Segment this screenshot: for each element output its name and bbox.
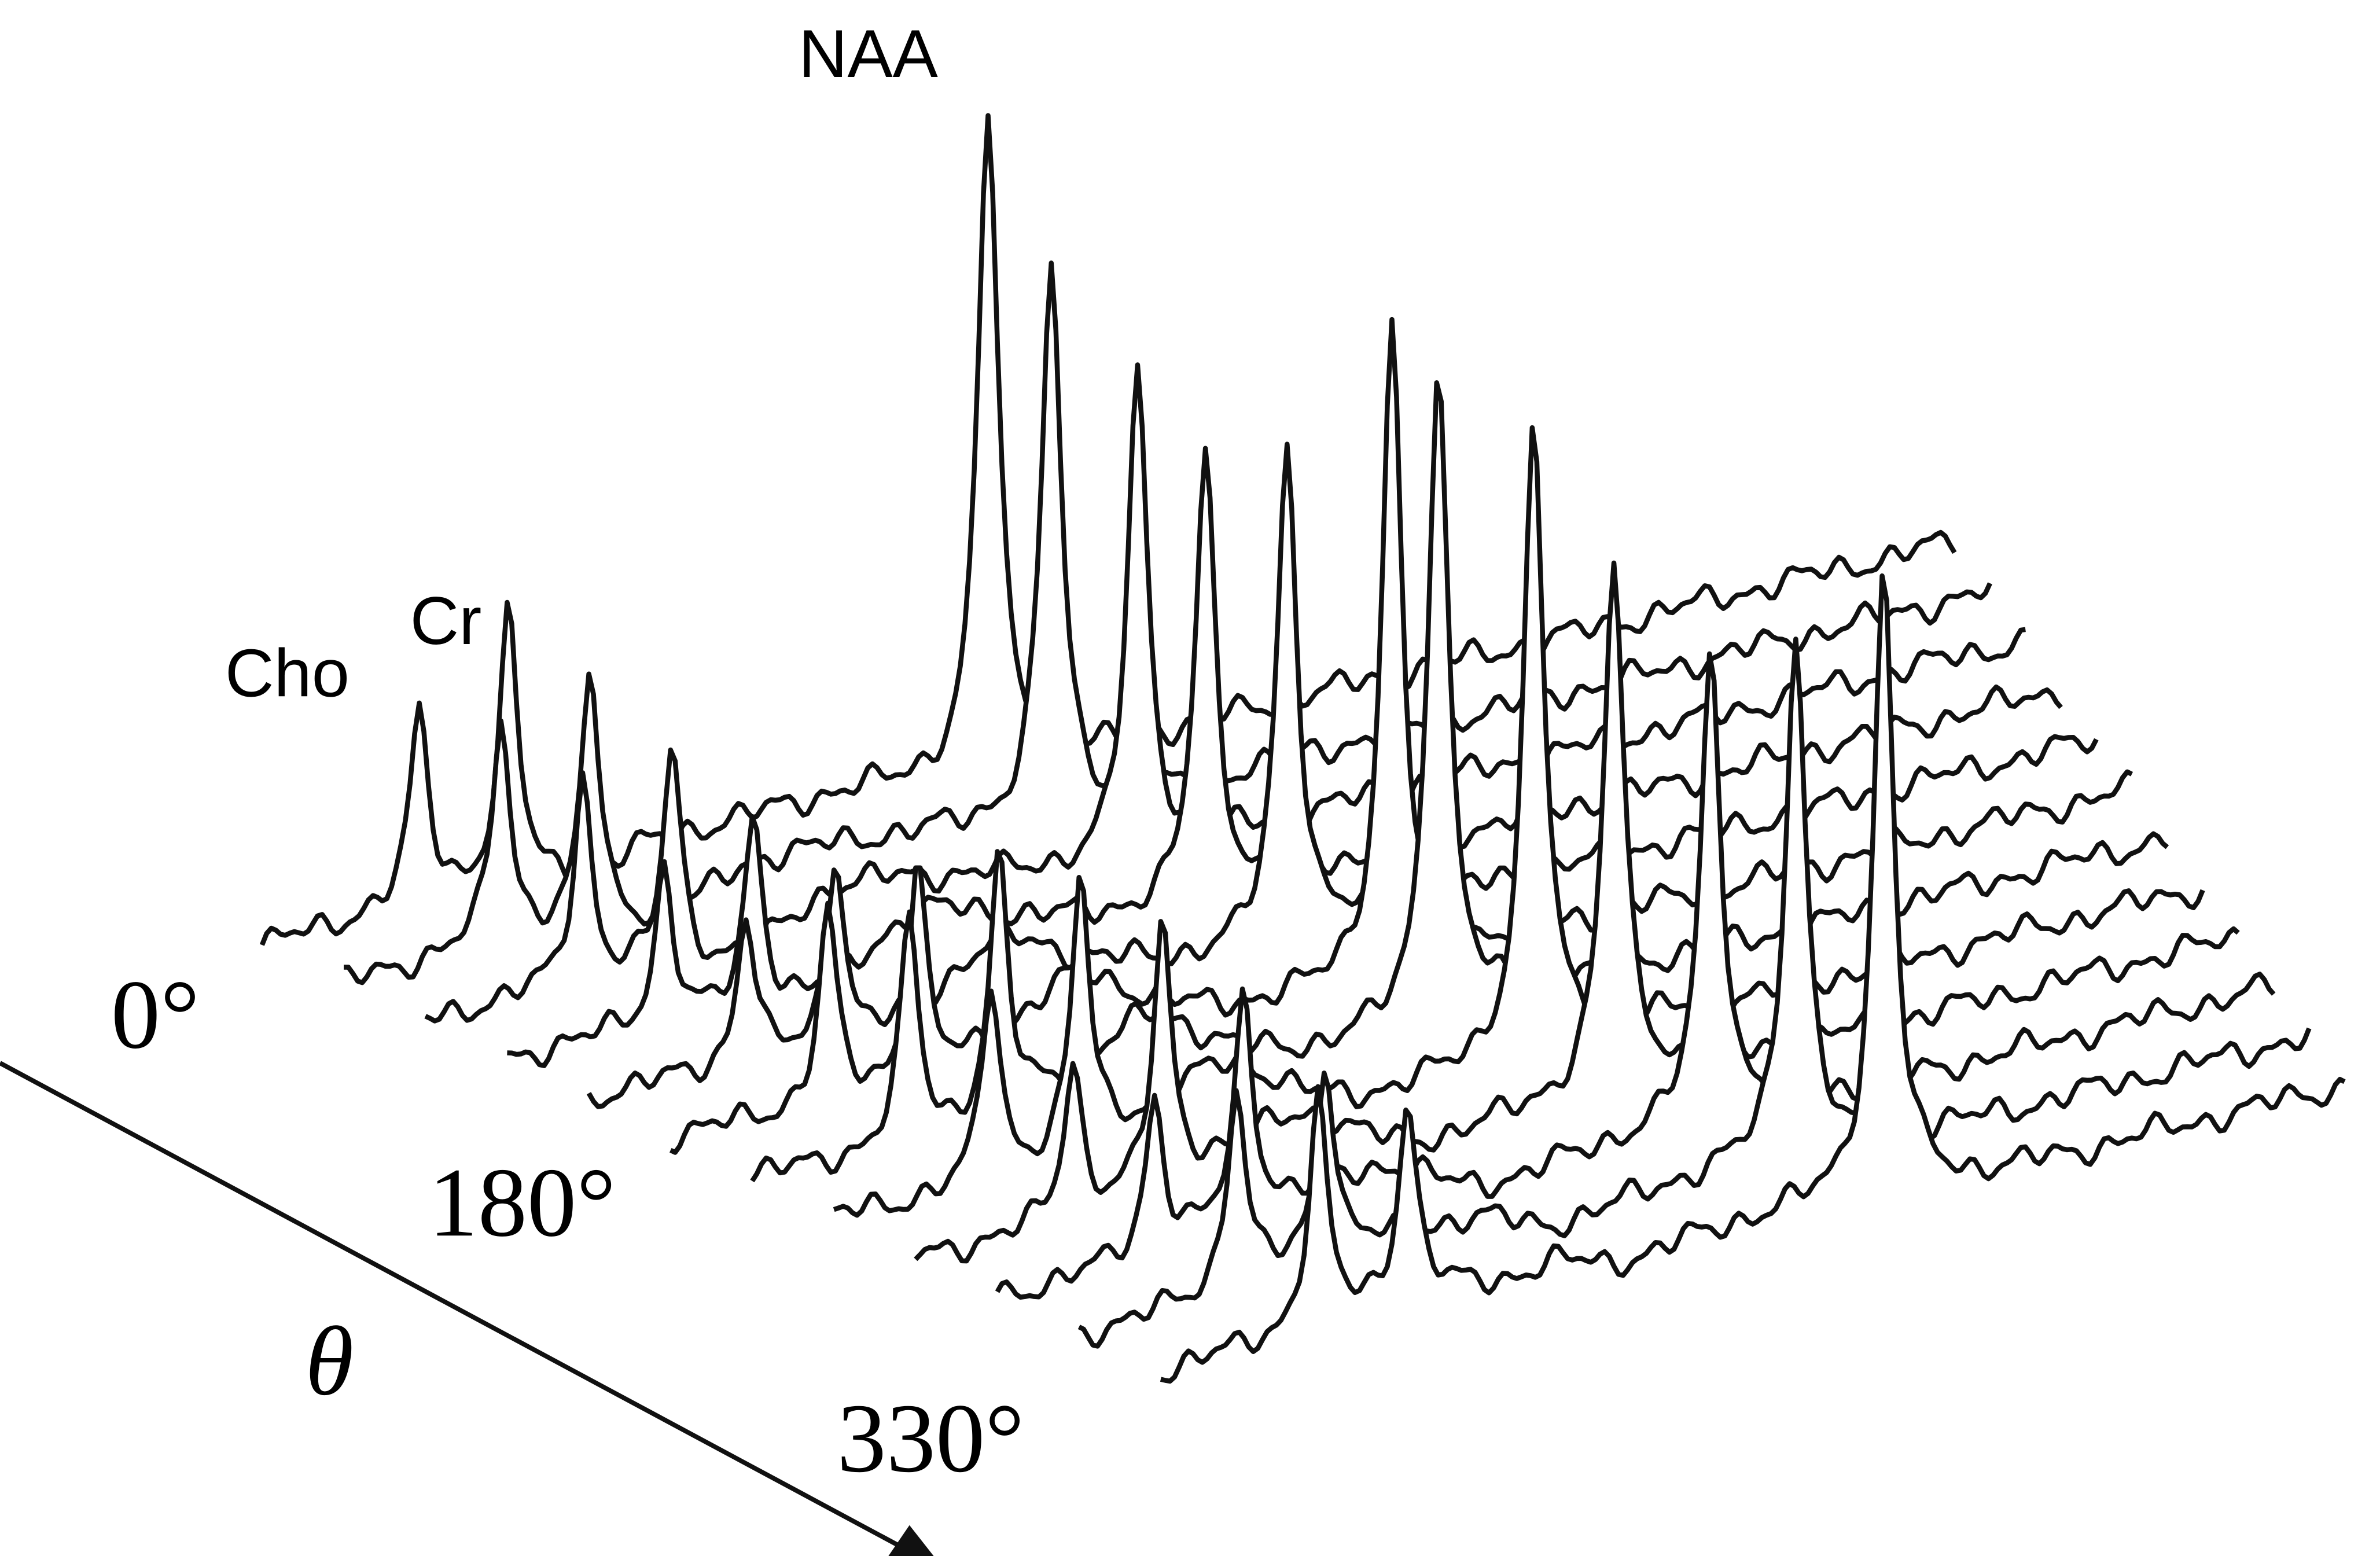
spectrum-trace [833,425,2205,1218]
spectrum-trace [344,260,1992,985]
theta-axis [0,1061,914,1555]
axis-arrowhead [888,1525,934,1556]
spectrum-trace [995,651,2276,1300]
spectrum-trace [1077,637,2312,1349]
spectrum-trace [1160,573,2346,1384]
angle-label: 330° [837,1384,1024,1493]
spectrum-trace [750,380,2169,1183]
peak-label: Cr [410,583,482,659]
angle-label: 0° [111,959,200,1069]
spectrum-trace [914,560,2240,1264]
spectrum-trace [586,442,2099,1109]
spectrum-trace [259,113,1957,946]
peak-label: Cho [225,635,350,711]
axis-label: θ [305,1306,354,1415]
angle-label: 180° [429,1147,616,1257]
trace-occluder [1160,576,2348,1464]
peak-label: NAA [799,16,938,91]
spectra [259,113,2348,1464]
